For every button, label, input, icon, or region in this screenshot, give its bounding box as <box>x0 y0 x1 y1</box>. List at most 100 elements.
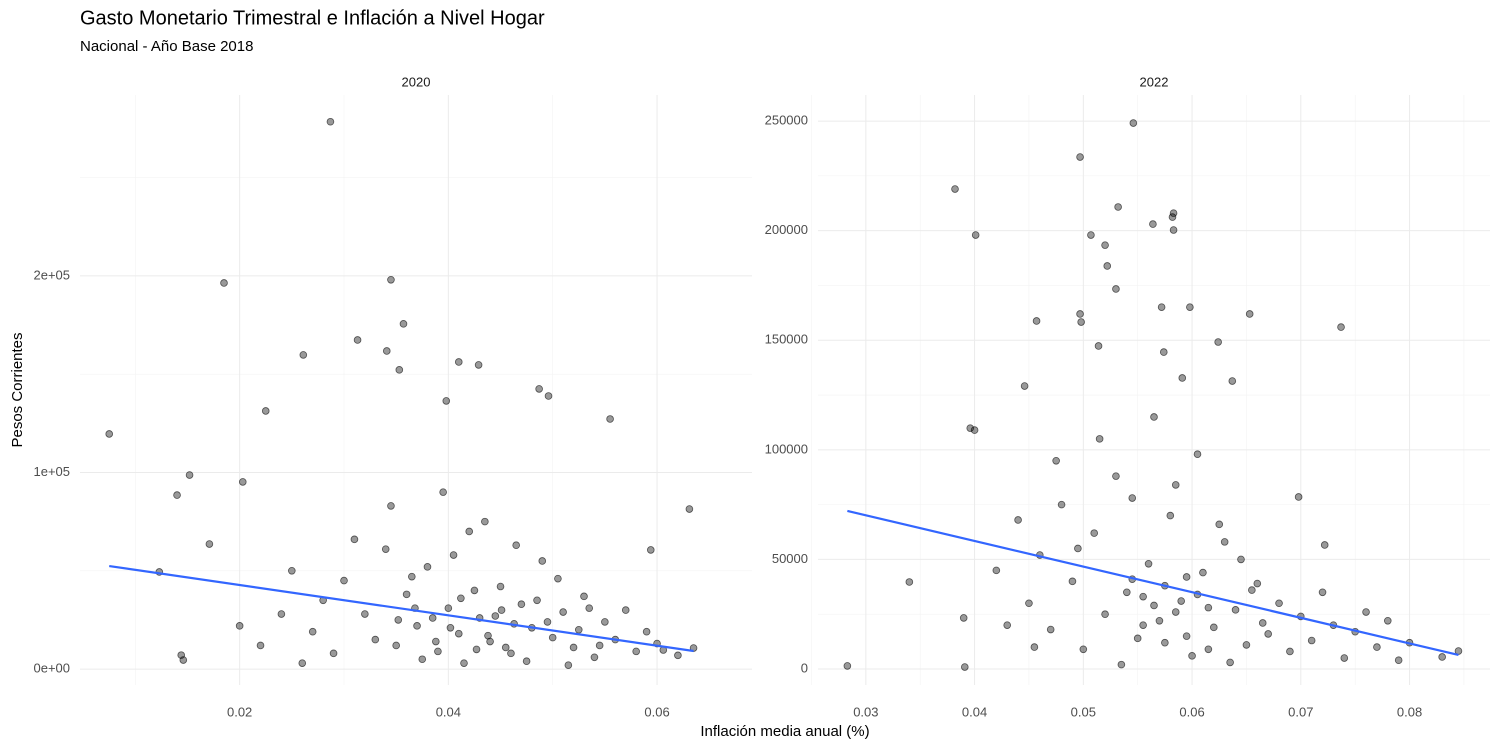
scatter-point <box>299 351 308 359</box>
scatter-point <box>446 623 455 632</box>
scatter-point <box>454 358 463 366</box>
scatter-point <box>951 185 959 193</box>
panel-title: 2022 <box>1140 74 1169 89</box>
scatter-point <box>959 614 968 622</box>
scatter-point <box>1133 634 1142 643</box>
scatter-point <box>569 643 578 652</box>
scatter-point <box>544 392 553 400</box>
scatter-point <box>960 663 969 671</box>
scatter-point <box>361 610 369 618</box>
scatter-point <box>418 655 427 664</box>
scatter-point <box>1204 645 1213 654</box>
scatter-point <box>1231 606 1240 614</box>
scatter-point <box>470 586 479 595</box>
scatter-point <box>1161 638 1169 647</box>
scatter-point <box>1074 544 1082 553</box>
scatter-point <box>1210 623 1218 632</box>
scatter-point <box>1373 643 1381 651</box>
scatter-point <box>554 574 562 583</box>
scatter-point <box>1032 317 1041 325</box>
scatter-point <box>1095 435 1104 443</box>
scatter-point <box>1112 472 1120 480</box>
scatter-point <box>1177 597 1185 605</box>
scatter-point <box>1123 588 1131 597</box>
scatter-point <box>220 279 228 287</box>
scatter-point <box>1204 603 1213 612</box>
scatter-point <box>185 471 194 479</box>
scatter-point <box>277 610 286 618</box>
x-tick-label: 0.05 <box>1071 704 1096 719</box>
x-axis-title: Inflación media anual (%) <box>700 723 869 740</box>
scatter-point <box>674 651 682 660</box>
scatter-point <box>1193 450 1202 459</box>
scatter-point <box>1076 153 1084 161</box>
scatter-point <box>205 540 214 548</box>
scatter-point <box>1079 645 1088 654</box>
scatter-point <box>601 618 609 626</box>
scatter-point <box>1186 303 1194 311</box>
scatter-point <box>460 659 468 667</box>
scatter-point <box>1076 310 1084 318</box>
chart-subtitle: Nacional - Año Base 2018 <box>80 38 253 55</box>
scatter-point <box>1046 625 1055 634</box>
scatter-point <box>992 566 1001 575</box>
scatter-point <box>497 606 506 614</box>
scatter-point <box>1337 323 1345 331</box>
scatter-point <box>413 622 421 630</box>
scatter-point <box>1383 616 1392 625</box>
scatter-point <box>308 627 317 636</box>
scatter-point <box>970 426 979 434</box>
scatter-point <box>1214 338 1222 346</box>
scatter-point <box>1139 621 1147 629</box>
scatter-point <box>507 649 515 658</box>
scatter-point <box>1103 262 1112 270</box>
scatter-point <box>105 430 114 438</box>
scatter-point <box>472 645 481 654</box>
scatter-point <box>580 592 588 601</box>
scatter-point <box>1307 636 1316 645</box>
scatter-point <box>517 600 526 608</box>
scatter-point <box>1112 285 1120 293</box>
scatter-point <box>1166 511 1175 520</box>
scatter-point <box>235 622 244 630</box>
scatter-point <box>465 527 474 536</box>
scatter-point <box>1025 599 1033 608</box>
scatter-point <box>1149 220 1157 228</box>
scatter-point <box>434 647 442 656</box>
scatter-point <box>1101 610 1109 619</box>
scatter-point <box>402 590 411 599</box>
scatter-point <box>971 231 980 239</box>
y-tick-label: 250000 <box>765 113 808 128</box>
scatter-point <box>595 641 604 650</box>
scatter-point <box>454 629 463 638</box>
scatter-point <box>1199 568 1207 577</box>
scatter-point <box>1178 374 1187 382</box>
scatter-point <box>843 662 852 670</box>
scatter-point <box>1258 619 1267 627</box>
scatter-point <box>238 478 247 486</box>
scatter-point <box>392 641 400 650</box>
scatter-point <box>1014 516 1022 524</box>
scatter-point <box>1139 592 1147 601</box>
scatter-point <box>442 397 451 405</box>
scatter-point <box>606 415 614 423</box>
x-tick-label: 0.08 <box>1397 704 1422 719</box>
trend-line <box>109 564 694 653</box>
scatter-point <box>1169 226 1178 234</box>
scatter-point <box>1275 599 1283 608</box>
scatter-point <box>457 594 465 603</box>
scatter-point <box>1052 456 1060 465</box>
scatter-point <box>439 488 447 496</box>
scatter-point <box>1057 500 1066 509</box>
scatter-point <box>387 502 395 510</box>
scatter-point <box>1182 573 1191 581</box>
scatter-point <box>1144 560 1153 568</box>
scatter-point <box>1245 310 1254 318</box>
scatter-point <box>399 320 408 328</box>
scatter-point <box>394 616 403 624</box>
scatter-point <box>387 276 395 284</box>
scatter-point <box>642 627 651 636</box>
scatter-point <box>1215 520 1224 529</box>
scatter-point <box>1128 494 1137 502</box>
y-tick-label: 0e+00 <box>33 661 70 676</box>
